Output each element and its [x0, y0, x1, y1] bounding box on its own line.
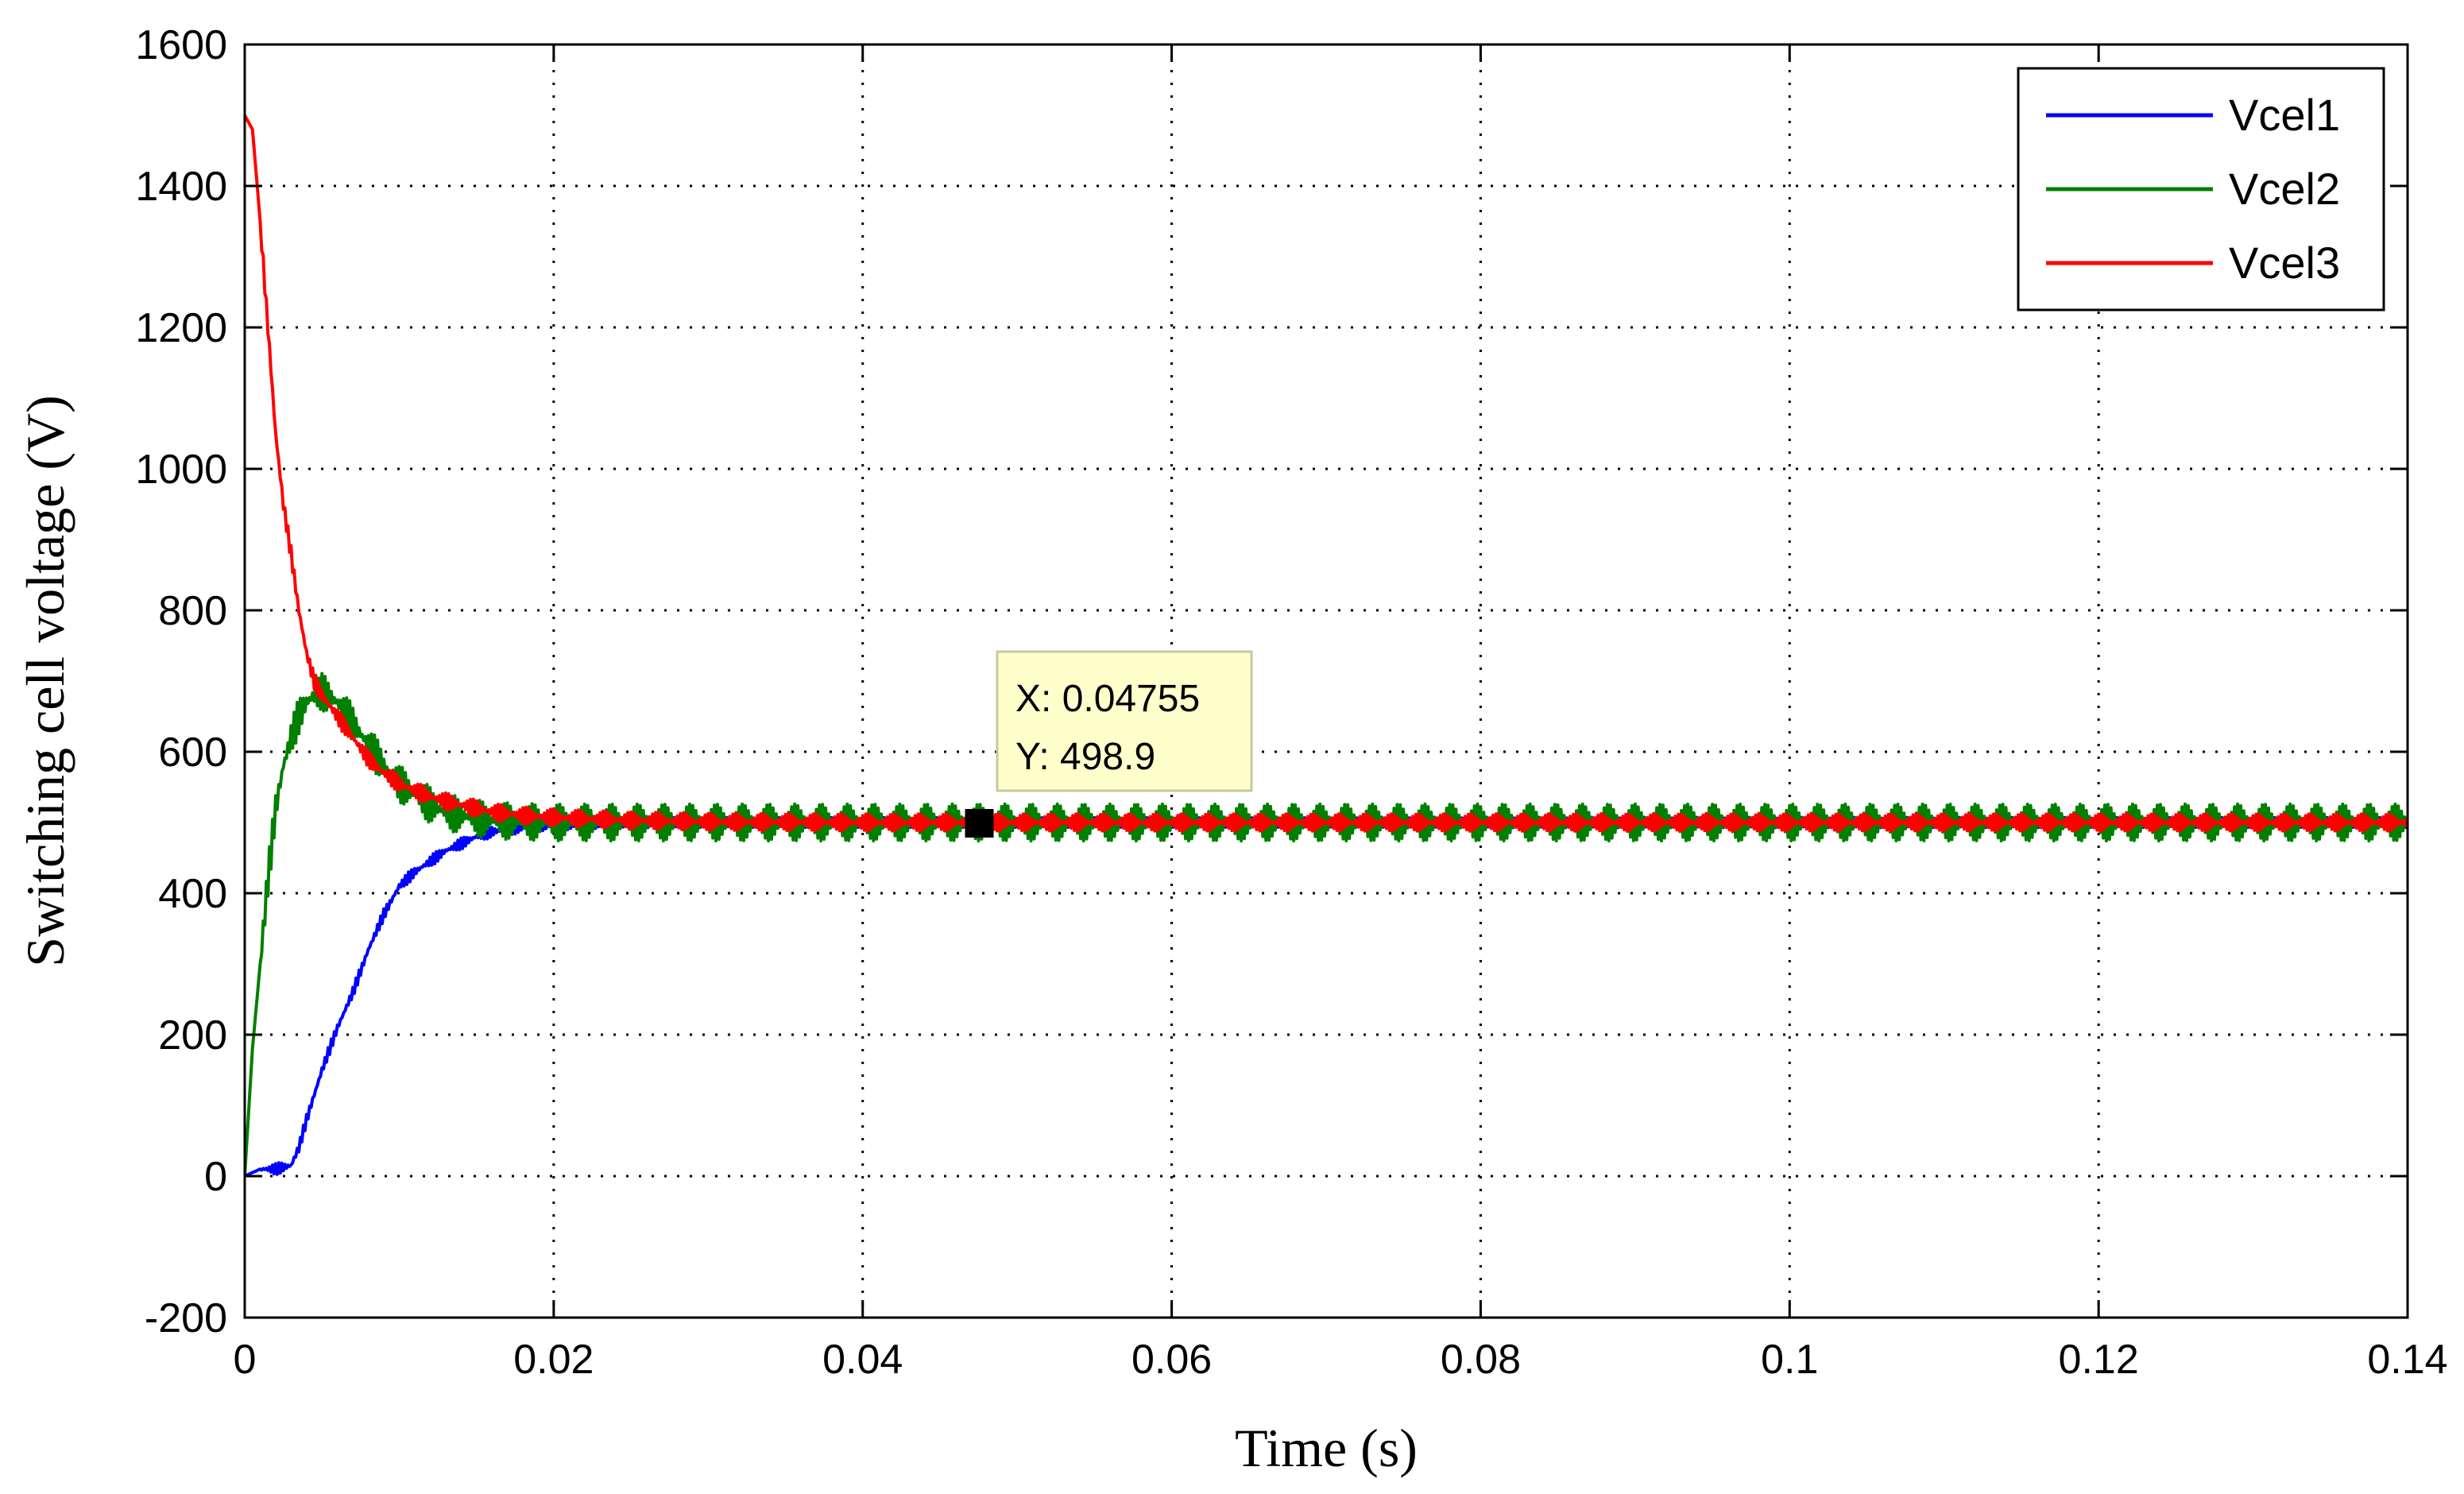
y-tick-label: 800: [158, 588, 227, 634]
x-tick-label: 0.1: [1761, 1337, 1818, 1383]
x-tick-label: 0.08: [1441, 1337, 1521, 1383]
y-tick-label: 1200: [135, 305, 227, 351]
y-tick-label: 0: [204, 1154, 227, 1200]
x-tick-label: 0.04: [822, 1337, 903, 1383]
series-line-vcel3: [245, 114, 2408, 833]
grid-lines: [245, 45, 2408, 1318]
legend-label-vcel1: Vcel1: [2229, 90, 2340, 140]
x-tick-labels: 0 0.02 0.04 0.06 0.08 0.1 0.12 0.14: [234, 1337, 2448, 1383]
y-tick-label: 1400: [135, 164, 227, 210]
y-tick-label: 1000: [135, 447, 227, 493]
datatip: X: 0.04755 Y: 498.9: [965, 650, 1253, 838]
y-tick-label: -200: [145, 1295, 227, 1341]
y-tick-label: 1600: [135, 22, 227, 68]
axis-ticks: [243, 43, 2409, 1319]
x-axis-label: Time (s): [1235, 1418, 1418, 1478]
x-tick-label: 0.02: [513, 1337, 594, 1383]
y-tick-label: 600: [158, 730, 227, 776]
datatip-y-text: Y: 498.9: [1015, 736, 1155, 778]
x-tick-label: 0.06: [1131, 1337, 1212, 1383]
legend-label-vcel2: Vcel2: [2229, 164, 2340, 214]
series-lines: [245, 114, 2408, 1178]
plot-frame: [243, 43, 2409, 1319]
legend: Vcel1 Vcel2 Vcel3: [2017, 67, 2385, 312]
x-tick-label: 0: [234, 1337, 257, 1383]
legend-label-vcel3: Vcel3: [2229, 238, 2340, 288]
y-tick-label: 400: [158, 871, 227, 917]
datatip-box: [996, 650, 1253, 792]
x-tick-label: 0.12: [2059, 1337, 2139, 1383]
x-tick-label: 0.14: [2367, 1337, 2447, 1383]
datatip-x-text: X: 0.04755: [1015, 678, 1200, 720]
datatip-marker: [965, 808, 994, 838]
y-tick-labels: -200 0 200 400 600 800 1000 1200 1400 1600: [135, 22, 227, 1341]
y-axis-label: Switching cell voltage (V): [15, 395, 75, 966]
y-tick-label: 200: [158, 1012, 227, 1059]
